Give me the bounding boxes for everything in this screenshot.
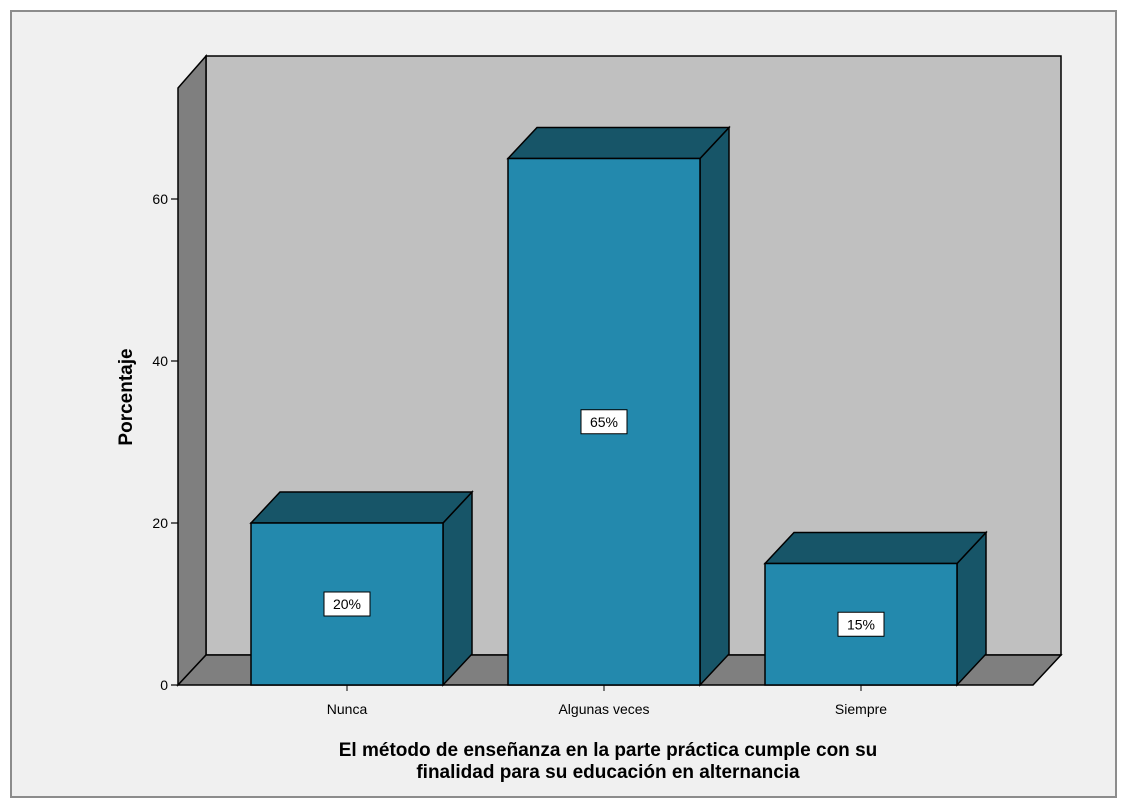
category-labels: Nunca Algunas veces Siempre	[327, 685, 887, 717]
bar-siempre: 15%	[763, 530, 988, 687]
chart-frame: 0 20 40 60 20% 65% 15% Nunca Algunas veces Siem…	[10, 10, 1117, 798]
bar-nunca: 20%	[249, 490, 474, 687]
data-label-box	[323, 591, 371, 617]
bar-top	[763, 531, 988, 565]
y-tick-label-20: 20	[152, 515, 168, 531]
y-axis: 0 20 40 60	[152, 88, 179, 693]
bar-side	[442, 490, 473, 687]
category-label-algunas-veces: Algunas veces	[558, 701, 649, 717]
data-label: 65%	[590, 414, 618, 430]
data-label-box	[837, 611, 885, 637]
bar-top	[506, 126, 731, 160]
bar-top	[249, 491, 474, 524]
y-axis-title: Porcentaje	[116, 348, 137, 445]
data-label-box	[580, 409, 628, 435]
data-label: 15%	[847, 616, 875, 632]
x-axis-title-line-2: finalidad para su educación en alternanc…	[416, 762, 800, 783]
bars: 20% 65% 15%	[249, 125, 988, 687]
y-tick-label-0: 0	[160, 677, 168, 693]
y-tick-label-40: 40	[152, 353, 168, 369]
x-axis-title-line-1: El método de enseñanza en la parte práct…	[339, 740, 878, 761]
category-label-siempre: Siempre	[835, 701, 887, 717]
bar-algunas-veces: 65%	[506, 125, 731, 687]
bar-side	[699, 125, 730, 687]
data-label: 20%	[333, 596, 361, 612]
left-wall	[177, 54, 207, 687]
bar-chart: 0 20 40 60 20% 65% 15% Nunca Algunas veces Siem…	[116, 54, 1063, 783]
y-tick-label-60: 60	[152, 191, 168, 207]
category-label-nunca: Nunca	[327, 701, 368, 717]
